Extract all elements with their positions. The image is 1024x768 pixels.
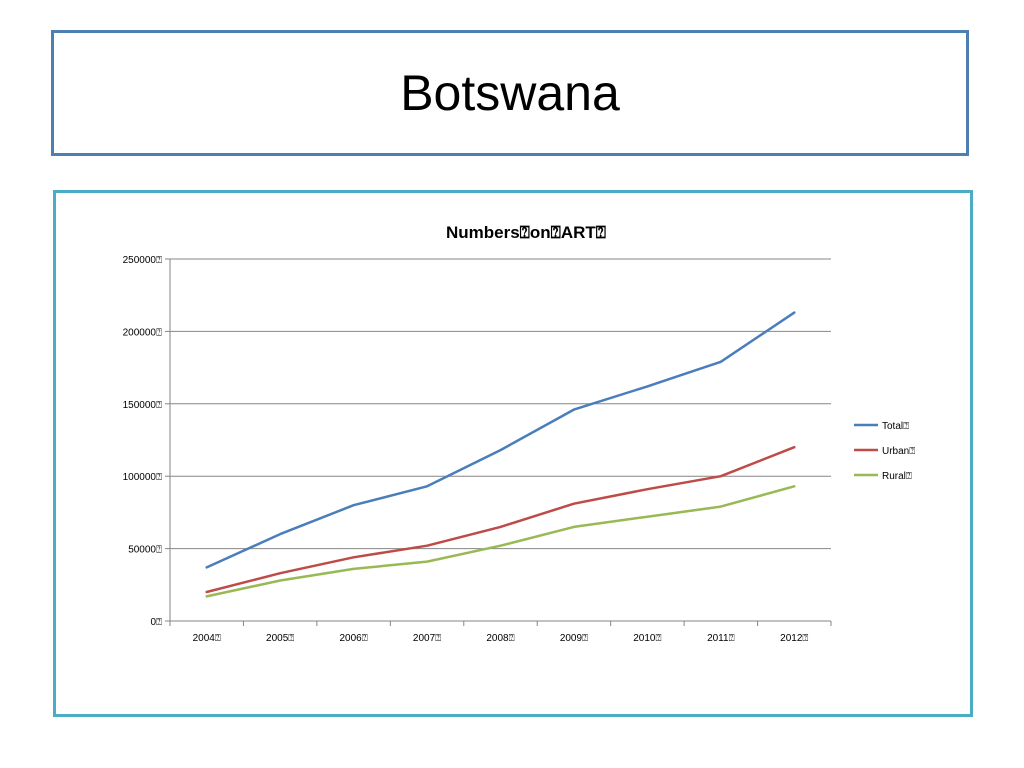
legend-label: Total⍰	[882, 421, 909, 432]
x-tick-label: 2004⍰	[193, 633, 221, 644]
x-tick-label: 2006⍰	[339, 633, 367, 644]
grid-layer	[170, 258, 831, 550]
y-tick-label: 0⍰	[150, 617, 162, 628]
series-line-rural	[205, 485, 796, 598]
x-tick-label: 2011⍰	[707, 633, 735, 644]
x-tick-label: 2008⍰	[486, 633, 514, 644]
x-tick-label: 2005⍰	[266, 633, 294, 644]
chart-legend: Total⍰ Urban⍰ Rural⍰	[854, 421, 915, 482]
slide-title-box: Botswana	[51, 30, 969, 156]
y-tick-label: 100000⍰	[123, 472, 162, 483]
chart-container: Numbers⍰on⍰ART⍰ 0⍰ 50000⍰ 100000⍰ 150000⍰ 20…	[53, 190, 973, 717]
y-tick-label: 50000⍰	[128, 545, 162, 556]
x-tick-label: 2009⍰	[560, 633, 588, 644]
series-line-urban	[205, 445, 796, 594]
chart-title: Numbers⍰on⍰ART⍰	[446, 223, 606, 242]
x-tick-label: 2010⍰	[633, 633, 661, 644]
legend-label: Urban⍰	[882, 446, 915, 457]
x-tick-label: 2007⍰	[413, 633, 441, 644]
slide-title: Botswana	[400, 65, 620, 121]
x-tick-label: 2012⍰	[780, 633, 808, 644]
y-tick-label: 250000⍰	[123, 255, 162, 266]
y-tick-label: 200000⍰	[123, 327, 162, 338]
axis-layer: 0⍰ 50000⍰ 100000⍰ 150000⍰ 200000⍰ 250000⍰ 2004…	[123, 255, 832, 644]
y-tick-label: 150000⍰	[123, 400, 162, 411]
legend-label: Rural⍰	[882, 471, 912, 482]
series-line-total	[205, 311, 796, 569]
series-layer	[205, 311, 796, 598]
line-chart: Numbers⍰on⍰ART⍰ 0⍰ 50000⍰ 100000⍰ 150000⍰ 20…	[123, 223, 916, 644]
